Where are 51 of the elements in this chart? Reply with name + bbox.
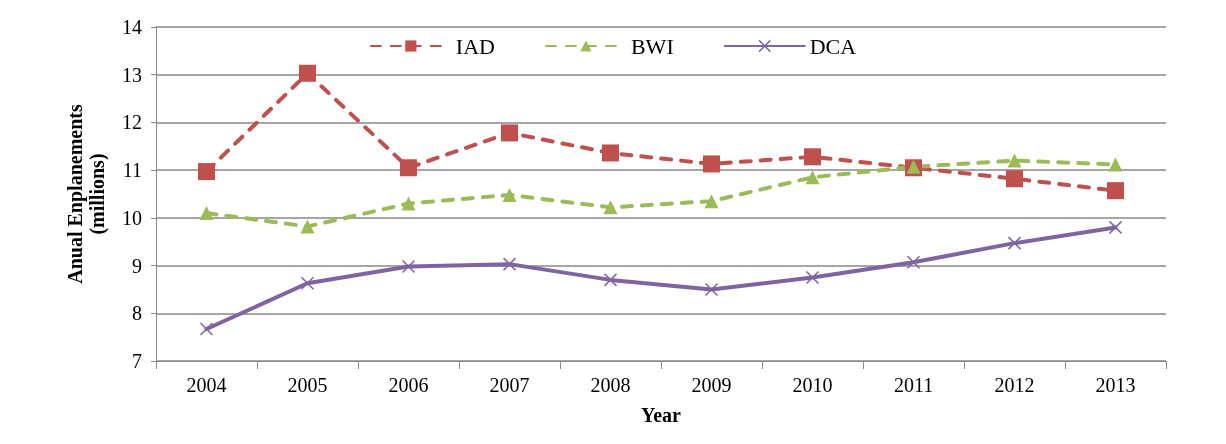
y-tick-label: 8 (132, 302, 142, 325)
point (501, 124, 518, 142)
y-tick-label: 9 (132, 254, 142, 277)
point (198, 163, 215, 181)
point (401, 196, 416, 211)
point (805, 170, 820, 185)
x-tick-label: 2005 (287, 374, 328, 396)
point (502, 257, 517, 271)
point (906, 255, 921, 269)
point (299, 64, 316, 82)
point (603, 273, 618, 287)
point (400, 159, 417, 177)
y-tick-label: 12 (122, 111, 142, 134)
x-tick-label: 2013 (1095, 374, 1136, 396)
point (1108, 157, 1123, 172)
y-tick-label: 10 (122, 206, 142, 229)
point (502, 187, 517, 202)
point (804, 148, 821, 166)
legend-label: DCA (809, 33, 857, 59)
x-tick-label: 2006 (388, 374, 429, 396)
x-tick-label: 2008 (590, 374, 631, 396)
point (603, 200, 618, 215)
point (199, 322, 214, 336)
x-tick-label: 2011 (893, 374, 934, 396)
point (602, 144, 619, 162)
point (704, 194, 719, 209)
y-tick-label: 13 (122, 63, 142, 86)
x-tick-label: 2007 (489, 374, 530, 396)
x-tick-label: 2009 (691, 374, 732, 396)
point (300, 219, 315, 234)
x-tick-label: 2012 (994, 374, 1035, 396)
point (1007, 153, 1022, 168)
point (401, 259, 416, 274)
x-axis-title: Year (641, 404, 682, 426)
x-tick-label: 2004 (186, 374, 227, 396)
y-tick-label: 14 (122, 16, 142, 38)
point (199, 206, 214, 221)
point (1107, 182, 1124, 200)
legend-label: BWI (630, 33, 674, 59)
point (805, 270, 820, 285)
point (703, 155, 720, 173)
y-axis-title: Anual Enplanements (millions) (64, 104, 109, 284)
legend-label: IAD (455, 33, 495, 59)
y-tick-label: 7 (132, 350, 142, 372)
y-tick-label: 11 (122, 159, 142, 182)
point (300, 276, 315, 290)
point (1007, 236, 1022, 250)
x-tick-label: 2010 (792, 374, 833, 396)
point (1108, 220, 1123, 235)
point (704, 282, 719, 297)
point (1006, 170, 1023, 188)
